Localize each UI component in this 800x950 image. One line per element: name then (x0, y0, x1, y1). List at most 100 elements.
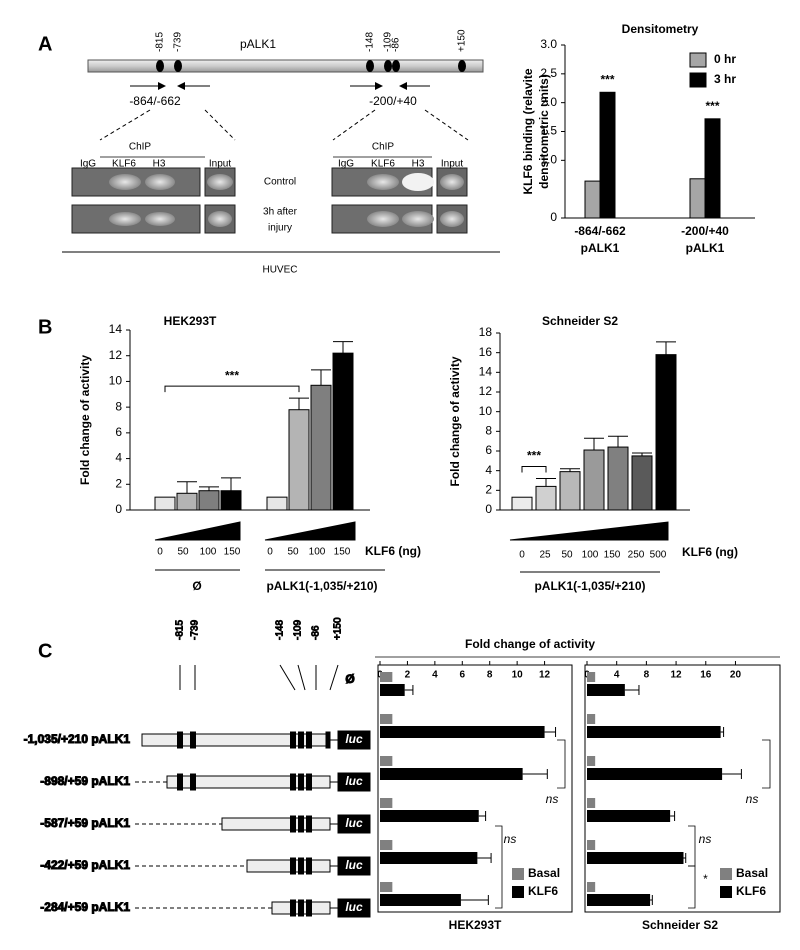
chart-header: Fold change of activity (465, 637, 595, 651)
row-label: -587/+59 pALK1 (40, 816, 130, 830)
bar (587, 714, 596, 724)
construct-diagram: -815 -739 -148 -109 -86 +150 Ø -1,035/+210 pALK… (23, 617, 371, 918)
bar (587, 810, 671, 822)
dose-label: 250 (628, 550, 645, 561)
bar (220, 490, 242, 511)
x-tick-label: 10 (512, 670, 524, 681)
lane-label: IgG (80, 159, 96, 170)
binding-site (298, 731, 304, 749)
error-bar (478, 811, 487, 821)
bar (587, 726, 721, 738)
condition-label: 3h after (263, 207, 298, 218)
bar (607, 446, 629, 511)
binding-site (298, 899, 304, 917)
bar (380, 882, 393, 892)
binding-site (290, 899, 296, 917)
legend-label: 0 hr (714, 52, 736, 66)
x-tick-label: 20 (730, 670, 742, 681)
binding-site (306, 815, 312, 833)
bar (380, 798, 393, 808)
lane-label: IgG (338, 159, 354, 170)
luc-box (337, 772, 371, 792)
y-tick-label: 1.0 (540, 153, 557, 167)
dose-wedges (154, 521, 669, 573)
lane-label: H3 (153, 159, 166, 170)
bar (559, 471, 581, 511)
dose-label: 100 (309, 547, 326, 558)
binding-site (290, 857, 296, 875)
site-marker (156, 60, 164, 72)
y-tick-label: 3.0 (540, 37, 557, 51)
bar (380, 840, 393, 850)
legend-label: 3 hr (714, 72, 736, 86)
binding-site (177, 731, 183, 749)
significance-label: *** (705, 99, 719, 113)
y-tick-label: 1.5 (540, 124, 557, 138)
chart-title: HEK293T (164, 314, 217, 328)
error-bar (477, 853, 492, 863)
y-axis-label: Fold change of activity (78, 355, 92, 485)
x-tick-label: 4 (614, 670, 620, 681)
bar (583, 449, 605, 511)
site-marker (174, 60, 182, 72)
x-tick-label: 12 (539, 670, 551, 681)
legend-label: Basal (736, 866, 768, 880)
bar (631, 455, 653, 511)
promoter-fragment (221, 817, 331, 831)
dose-label: 0 (519, 550, 525, 561)
significance-label: ns (546, 792, 559, 806)
bar (154, 496, 176, 511)
bar (587, 798, 596, 808)
dose-label: 150 (224, 547, 241, 558)
bar (584, 180, 601, 219)
panel-label: B (38, 316, 52, 338)
error-bar (608, 435, 628, 448)
significance-label: ns (746, 792, 759, 806)
lane-label: Input (441, 159, 463, 170)
bar (288, 409, 310, 511)
error-bar (311, 369, 331, 386)
legend-swatch (512, 868, 524, 880)
significance-label: ns (699, 832, 712, 846)
error-bar (650, 895, 653, 905)
site-marker (458, 60, 466, 72)
y-tick-label: 0 (485, 502, 492, 516)
site-marker (392, 60, 400, 72)
dose-label: 50 (287, 547, 299, 558)
bar (535, 485, 557, 511)
bar (266, 496, 288, 511)
site-label: -815 (155, 32, 166, 52)
x-tick-label: -200/+40 (681, 224, 729, 238)
y-tick-label: 12 (109, 348, 123, 362)
x-tick-label: -864/-662 (574, 224, 626, 238)
y-tick-label: 6 (485, 443, 492, 457)
reporter-label: luc (345, 900, 363, 914)
significance-bracket (164, 385, 300, 393)
condition-label: injury (268, 223, 292, 234)
site-label: -109 (293, 620, 304, 640)
y-tick-label: 12 (479, 384, 493, 398)
bar (655, 354, 677, 511)
bar (380, 684, 405, 696)
y-tick-label: 14 (109, 322, 123, 336)
binding-site (190, 731, 196, 749)
y-tick-label: 18 (479, 325, 493, 339)
y-tick-label: 8 (115, 399, 122, 413)
site-label: -739 (190, 620, 201, 640)
y-tick-label: 4 (485, 463, 492, 477)
amplicon-label: -200/+40 (369, 94, 417, 108)
binding-site (190, 773, 196, 791)
legend: 0 hr 3 hr (689, 52, 736, 88)
bar (380, 714, 393, 724)
significance-label: * (703, 872, 708, 886)
y-axis-label: KLF6 binding (relavite (521, 68, 535, 194)
bar (380, 810, 479, 822)
promoter-label: pALK1 (240, 37, 276, 51)
legend-swatch (720, 886, 732, 898)
site-label: -148 (365, 32, 376, 52)
error-bar (670, 811, 676, 821)
error-bar (544, 727, 557, 737)
x-tick-label: 2 (405, 670, 411, 681)
binding-site (306, 857, 312, 875)
